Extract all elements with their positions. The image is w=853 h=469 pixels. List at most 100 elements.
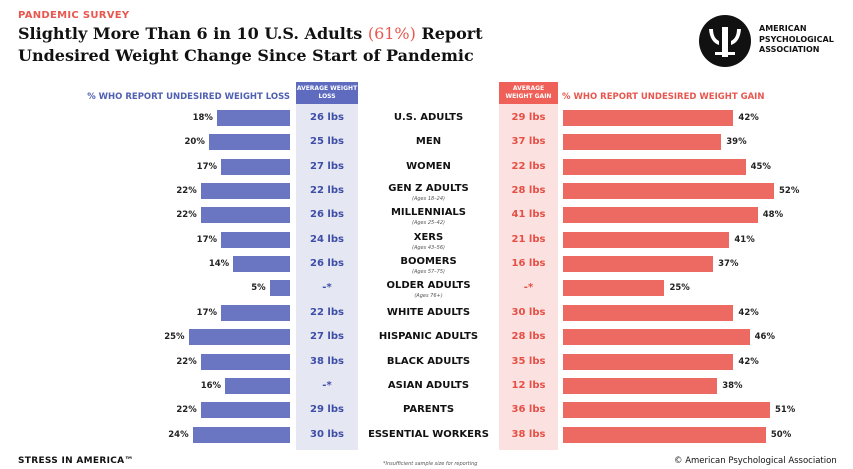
category-label: HISPANIC ADULTS <box>378 331 479 343</box>
copyright: © American Psychological Association <box>674 456 837 466</box>
title-prefix: Slightly More Than 6 in 10 U.S. Adults <box>18 24 368 43</box>
category-label: BOOMERS <box>400 256 457 268</box>
loss-value-label: 17% <box>196 161 218 172</box>
gain-axis-label: % WHO REPORT UNDESIRED WEIGHT GAIN <box>562 92 765 102</box>
category-sublabel: (Ages 76+) <box>414 293 443 300</box>
org-name-line: ASSOCIATION <box>759 45 820 54</box>
loss-value-label: 20% <box>184 137 205 148</box>
avg-loss-value: 38 lbs <box>310 355 344 367</box>
loss-bar <box>200 183 290 200</box>
avg-gain-column <box>499 104 558 450</box>
loss-value-label: 17% <box>196 234 218 245</box>
gain-value-label: 42% <box>738 307 759 318</box>
apa-logo-icon <box>699 15 751 67</box>
avg-loss-value: 29 lbs <box>310 404 344 416</box>
chart-title-line2: Undesired Weight Change Since Start of P… <box>18 46 474 65</box>
loss-bar <box>221 231 290 248</box>
avg-loss-value: -* <box>322 379 332 391</box>
avg-gain-value: -* <box>523 282 534 294</box>
loss-bar <box>208 134 290 151</box>
gain-value-label: 42% <box>738 113 759 123</box>
loss-bar <box>192 426 290 443</box>
avg-loss-value: 26 lbs <box>310 112 344 123</box>
avg-loss-value: -* <box>322 282 332 294</box>
category-label: PARENTS <box>402 404 455 416</box>
loss-value-label: 22% <box>176 186 197 197</box>
category-label: MEN <box>415 136 442 148</box>
loss-value-label: 16% <box>200 380 222 391</box>
gain-bar <box>563 280 665 297</box>
avg-gain-value: 12 lbs <box>511 379 546 391</box>
loss-value-label: 22% <box>176 210 197 221</box>
avg-loss-value: 26 lbs <box>310 258 344 270</box>
title-highlight: (61%) <box>367 24 416 43</box>
gain-value-label: 52% <box>779 186 800 197</box>
category-label: U.S. ADULTS <box>393 112 464 123</box>
gain-bar <box>563 353 734 370</box>
avg-gain-value: 29 lbs <box>511 112 546 123</box>
category-label: WHITE ADULTS <box>386 306 471 318</box>
gain-bar <box>563 256 714 273</box>
loss-value-label: 14% <box>208 259 230 270</box>
category-label: MILLENNIALS <box>390 207 467 219</box>
loss-value-label: 22% <box>176 356 197 367</box>
eyebrow-label: PANDEMIC SURVEY <box>18 10 130 21</box>
avg-gain-value: 38 lbs <box>511 428 546 440</box>
loss-bar <box>200 207 290 224</box>
gain-value-label: 39% <box>726 137 747 148</box>
loss-value-label: 24% <box>168 429 189 440</box>
loss-bar <box>233 256 290 273</box>
title-suffix: Report <box>415 24 483 43</box>
loss-value-label: 22% <box>176 405 197 416</box>
category-label: GEN Z ADULTS <box>388 183 469 195</box>
gain-value-label: 41% <box>734 234 755 245</box>
category-sublabel: (Ages 18–24) <box>412 196 445 203</box>
gain-bar <box>563 183 774 200</box>
category-label: ESSENTIAL WORKERS <box>368 428 489 440</box>
gain-bar <box>563 231 730 248</box>
gain-value-label: 25% <box>669 283 690 294</box>
org-name-line: AMERICAN <box>759 24 807 33</box>
chart-title-line1: Slightly More Than 6 in 10 U.S. Adults (… <box>18 24 483 43</box>
avg-loss-value: 30 lbs <box>310 428 344 440</box>
avg-gain-value: 21 lbs <box>511 233 546 245</box>
category-label: ASIAN ADULTS <box>387 379 470 391</box>
loss-bar <box>200 353 290 370</box>
avg-gain-value: 16 lbs <box>511 258 546 270</box>
gain-bar <box>563 134 722 151</box>
avg-gain-header: AVERAGE WEIGHT GAIN <box>499 82 558 104</box>
gain-bar <box>563 207 758 224</box>
gain-value-label: 51% <box>774 405 796 416</box>
category-label: XERS <box>413 231 444 243</box>
loss-bar <box>216 110 290 126</box>
loss-value-label: 18% <box>192 113 213 123</box>
loss-value-label: 5% <box>251 283 266 294</box>
avg-loss-column <box>296 104 358 450</box>
category-label: BLACK ADULTS <box>386 355 471 367</box>
category-sublabel: (Ages 43–56) <box>412 244 445 251</box>
avg-gain-value: 35 lbs <box>511 355 546 367</box>
avg-gain-value: 28 lbs <box>511 331 546 343</box>
avg-loss-value: 27 lbs <box>310 160 344 172</box>
loss-bar <box>188 329 290 346</box>
gain-bar <box>563 304 734 321</box>
gain-value-label: 50% <box>770 429 792 440</box>
avg-gain-value: 22 lbs <box>511 160 546 172</box>
avg-loss-value: 26 lbs <box>310 209 344 221</box>
gain-bar <box>563 402 770 419</box>
avg-loss-value: 22 lbs <box>310 185 344 197</box>
loss-bar <box>200 402 290 419</box>
avg-loss-value: 27 lbs <box>310 331 344 343</box>
gain-value-label: 46% <box>754 332 775 343</box>
avg-gain-value: 37 lbs <box>511 136 546 148</box>
category-sublabel: (Ages 25–42) <box>412 220 445 227</box>
loss-bar <box>221 158 290 175</box>
footer-brand: STRESS IN AMERICA™ <box>18 456 134 466</box>
gain-bar <box>563 377 718 394</box>
avg-gain-value: 30 lbs <box>511 306 546 318</box>
gain-value-label: 48% <box>762 210 784 221</box>
gain-value-label: 37% <box>718 259 739 270</box>
gain-value-label: 45% <box>750 161 771 172</box>
org-name-line: PSYCHOLOGICAL <box>759 34 834 44</box>
avg-gain-value: 28 lbs <box>511 185 546 197</box>
